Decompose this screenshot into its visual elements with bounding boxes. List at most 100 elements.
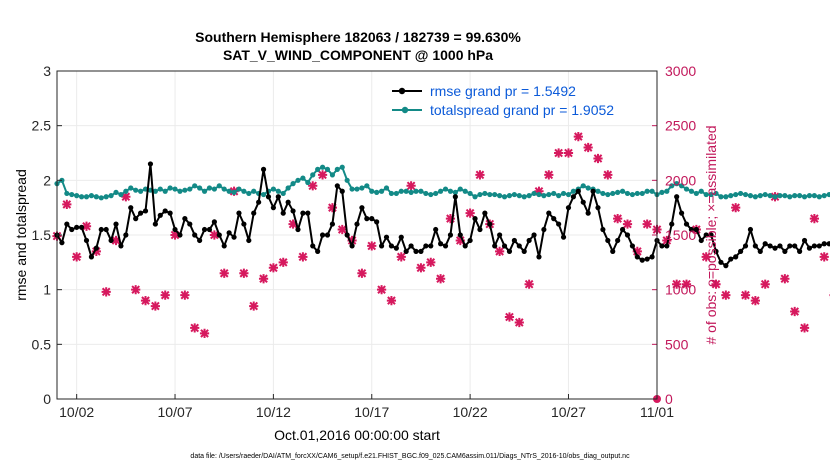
rmse-point — [742, 243, 749, 249]
rmse-point — [526, 237, 532, 244]
rmse-point — [221, 243, 227, 249]
totalspread-point — [113, 189, 119, 195]
rmse-point — [777, 243, 783, 249]
totalspread-point — [354, 186, 360, 192]
totalspread-point — [300, 175, 306, 181]
totalspread-point — [600, 190, 606, 197]
rmse-point — [826, 241, 830, 247]
totalspread-point — [669, 183, 675, 189]
rmse-point — [231, 234, 237, 240]
obs-count-point — [622, 219, 633, 229]
obs-count-point — [367, 241, 377, 251]
rmse-point — [241, 221, 247, 227]
rmse-point — [59, 240, 65, 246]
rmse-point — [265, 194, 272, 200]
totalspread-point — [501, 194, 508, 200]
totalspread-point — [629, 191, 636, 198]
legend-rmse-marker — [398, 87, 406, 95]
obs-count-point — [406, 181, 416, 191]
totalspread-point — [241, 188, 247, 194]
rmse-point — [226, 230, 232, 236]
totalspread-point — [378, 188, 385, 194]
rmse-point — [605, 237, 611, 244]
totalspread-point — [246, 190, 252, 197]
rmse-point — [688, 226, 695, 233]
rmse-point — [477, 226, 483, 233]
totalspread-point — [639, 190, 645, 197]
rmse-point — [192, 232, 198, 238]
axes: 0 0.5 1 1.5 2 2.5 3 0 500 1000 1500 2000 2500 3000 10/… — [32, 63, 697, 420]
rmse-point — [575, 188, 581, 194]
obs-count-point — [613, 214, 623, 224]
totalspread-point — [442, 186, 449, 192]
rmse-point — [772, 245, 778, 251]
rmse-point — [108, 237, 114, 244]
totalspread-point — [659, 189, 665, 195]
rmse-point — [142, 208, 149, 214]
rmse-point — [546, 210, 552, 216]
totalspread-point — [344, 177, 350, 183]
totalspread-point — [634, 190, 640, 197]
y-tick-label: 3 — [43, 63, 51, 79]
obs-count-point — [445, 214, 456, 224]
totalspread-point — [782, 193, 788, 199]
totalspread-point — [747, 193, 754, 199]
obs-count-point — [239, 268, 249, 278]
totalspread-point — [619, 188, 626, 194]
totalspread-point — [319, 164, 326, 170]
rmse-point — [585, 210, 591, 216]
obs-count-point — [583, 142, 593, 153]
rmse-point — [821, 241, 827, 247]
y2-tick-label: 1500 — [665, 227, 696, 243]
rmse-point — [718, 259, 724, 265]
rmse-point — [678, 210, 685, 216]
totalspread-point — [383, 185, 390, 191]
rmse-point — [649, 254, 655, 260]
chart-subtitle: SAT_V_WIND_COMPONENT @ 1000 hPa — [223, 47, 493, 63]
rmse-point — [344, 232, 350, 238]
obs-count-point — [376, 285, 387, 295]
totalspread-point — [162, 188, 168, 194]
totalspread-point — [251, 188, 257, 194]
y2-tick-label: 2500 — [665, 118, 696, 134]
rmse-point — [403, 248, 409, 254]
rmse-point — [615, 237, 621, 244]
rmse-point — [541, 226, 547, 233]
rmse-point — [501, 243, 508, 249]
totalspread-point — [536, 191, 542, 198]
rmse-point — [423, 243, 429, 249]
rmse-point — [251, 210, 257, 216]
totalspread-point — [433, 190, 439, 197]
x-tick-label: 10/07 — [158, 404, 193, 420]
totalspread-point — [531, 190, 537, 197]
totalspread-point — [260, 191, 267, 198]
totalspread-point — [438, 188, 444, 194]
rmse-point — [801, 237, 808, 244]
totalspread-point — [128, 185, 134, 191]
rmse-point — [683, 221, 690, 227]
totalspread-point — [315, 166, 321, 172]
obs-count-point — [62, 199, 72, 209]
rmse-point — [595, 205, 601, 211]
totalspread-point — [541, 193, 547, 199]
rmse-point — [413, 248, 419, 254]
rmse-point — [767, 243, 773, 249]
x-tick-label: 10/12 — [256, 404, 291, 420]
rmse-point — [521, 248, 527, 254]
rmse-point — [378, 243, 385, 249]
totalspread-point — [516, 193, 522, 199]
rmse-point — [383, 234, 390, 240]
rmse-point — [762, 241, 768, 247]
rmse-point — [698, 237, 704, 244]
rmse-point — [816, 243, 822, 249]
totalspread-point — [467, 190, 473, 197]
rmse-point — [216, 232, 222, 238]
y-tick-label: 2.5 — [32, 118, 52, 134]
rmse-point — [113, 221, 119, 227]
obs-count-point — [219, 268, 229, 278]
rmse-point — [334, 183, 340, 189]
rmse-point — [433, 226, 439, 233]
totalspread-point — [236, 186, 242, 192]
rmse-point — [280, 210, 286, 216]
totalspread-point — [506, 193, 513, 199]
